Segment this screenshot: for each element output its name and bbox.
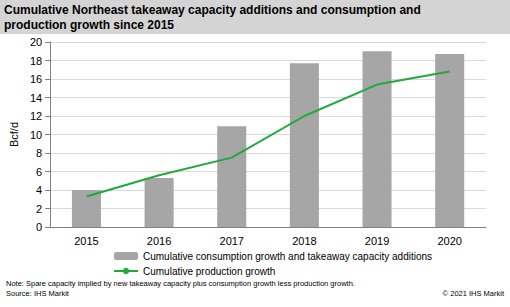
svg-text:2016: 2016 xyxy=(147,235,171,247)
svg-text:2019: 2019 xyxy=(365,235,389,247)
svg-text:2018: 2018 xyxy=(292,235,316,247)
svg-text:© 2021 IHS Markit: © 2021 IHS Markit xyxy=(443,289,505,298)
svg-text:16: 16 xyxy=(30,73,42,85)
svg-text:2015: 2015 xyxy=(74,235,98,247)
svg-text:2020: 2020 xyxy=(437,235,461,247)
svg-text:12: 12 xyxy=(30,110,42,122)
svg-text:Cumulative production growth: Cumulative production growth xyxy=(143,266,275,277)
svg-text:production growth since 2015: production growth since 2015 xyxy=(4,18,174,32)
svg-text:20: 20 xyxy=(30,36,42,48)
svg-text:Note: Spare capacity implied b: Note: Spare capacity implied by new take… xyxy=(6,279,355,288)
svg-text:18: 18 xyxy=(30,55,42,67)
svg-text:10: 10 xyxy=(30,129,42,141)
svg-text:8: 8 xyxy=(36,147,42,159)
svg-text:0: 0 xyxy=(36,221,42,233)
svg-text:Bcf/d: Bcf/d xyxy=(8,122,20,147)
svg-text:2017: 2017 xyxy=(220,235,244,247)
svg-text:4: 4 xyxy=(36,184,42,196)
svg-text:Cumulative consumption growth: Cumulative consumption growth and takeaw… xyxy=(143,251,432,262)
svg-text:6: 6 xyxy=(36,166,42,178)
svg-text:Source: IHS Markit: Source: IHS Markit xyxy=(6,289,70,298)
svg-text:Cumulative Northeast takeaway: Cumulative Northeast takeaway capacity a… xyxy=(4,3,424,17)
svg-text:2: 2 xyxy=(36,203,42,215)
svg-text:14: 14 xyxy=(30,92,42,104)
